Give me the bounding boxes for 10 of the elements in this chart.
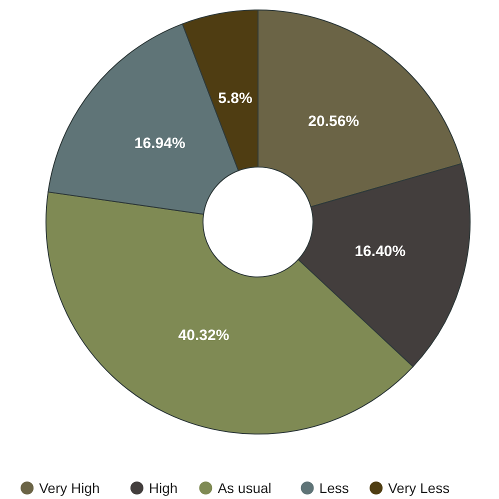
data-label: 5.8% xyxy=(218,90,252,107)
legend-label: Very High xyxy=(39,480,100,496)
data-label: 16.40% xyxy=(354,242,406,260)
data-label: 16.94% xyxy=(134,135,186,152)
legend-label: High xyxy=(148,480,178,496)
data-label: 40.32% xyxy=(178,326,230,344)
legend-label: Very Less xyxy=(388,480,450,496)
legend-label: Less xyxy=(319,480,349,496)
legend-label: As usual xyxy=(218,480,272,496)
data-label: 20.56% xyxy=(308,113,360,130)
